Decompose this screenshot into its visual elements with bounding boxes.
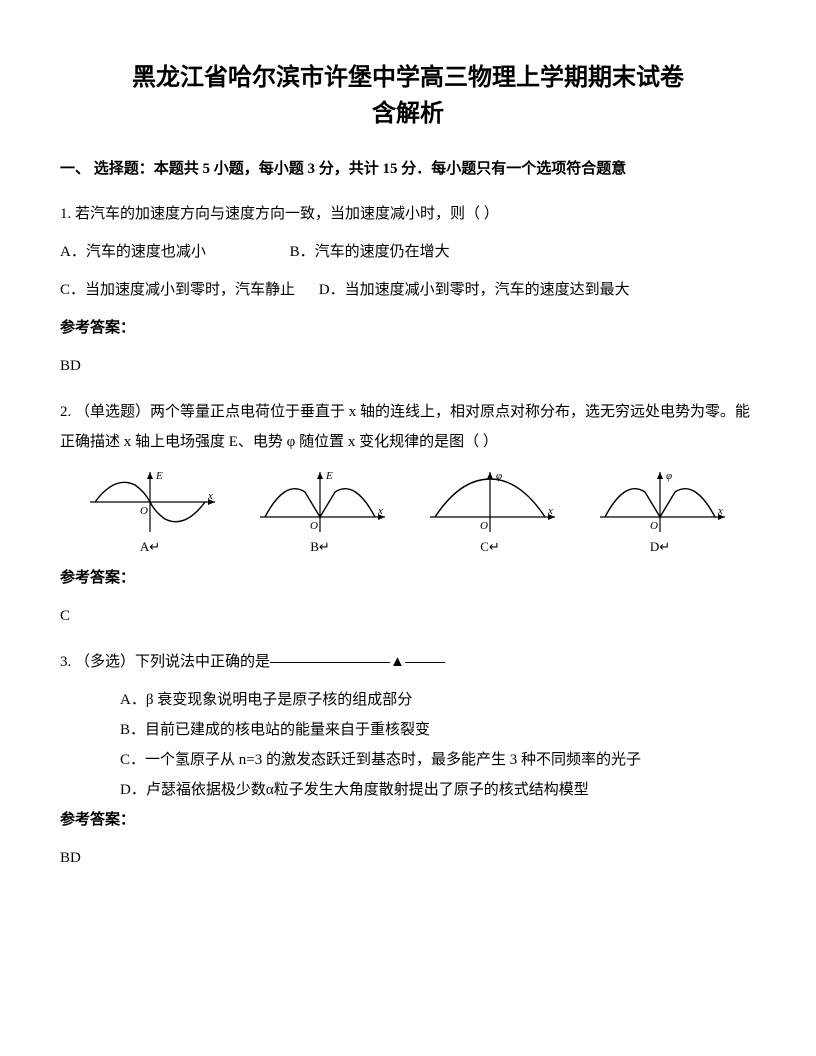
- q1-answer: BD: [60, 351, 756, 381]
- q3-optC: C．一个氢原子从 n=3 的激发态跃迁到基态时，最多能产生 3 种不同频率的光子: [120, 745, 756, 775]
- page-title: 黑龙江省哈尔滨市许堡中学高三物理上学期期末试卷 含解析: [60, 60, 756, 132]
- graph-D-label: D↵: [650, 539, 670, 555]
- graph-C-label: C↵: [480, 539, 500, 555]
- q3-text: 3. （多选）下列说法中正确的是 ▲: [60, 647, 756, 677]
- q3-blank2: [405, 662, 445, 663]
- svg-text:O: O: [140, 505, 148, 517]
- svg-text:φ: φ: [496, 470, 502, 482]
- q3-triangle: ▲: [390, 647, 405, 677]
- svg-text:x: x: [717, 505, 723, 517]
- graph-D: φ x O D↵: [590, 467, 730, 555]
- q1-optD: D．当加速度减小到零时，汽车的速度达到最大: [319, 275, 630, 305]
- svg-text:O: O: [480, 520, 488, 532]
- q1-text: 1. 若汽车的加速度方向与速度方向一致，当加速度减小时，则（ ）: [60, 199, 756, 229]
- graph-B-svg: E x O: [250, 467, 390, 537]
- q1-optA: A．汽车的速度也减小: [60, 237, 206, 267]
- q3-optA: A．β 衰变现象说明电子是原子核的组成部分: [120, 685, 756, 715]
- q3-optB: B．目前已建成的核电站的能量来自于重核裂变: [120, 715, 756, 745]
- q3-options: A．β 衰变现象说明电子是原子核的组成部分 B．目前已建成的核电站的能量来自于重…: [120, 685, 756, 805]
- graph-C: φ x O C↵: [420, 467, 560, 555]
- svg-text:E: E: [155, 470, 163, 482]
- svg-text:φ: φ: [666, 470, 672, 482]
- graph-D-svg: φ x O: [590, 467, 730, 537]
- svg-text:x: x: [207, 490, 213, 502]
- q2-text: 2. （单选题）两个等量正点电荷位于垂直于 x 轴的连线上，相对原点对称分布，选…: [60, 397, 756, 457]
- q3-answer: BD: [60, 843, 756, 873]
- q1-optC: C．当加速度减小到零时，汽车静止: [60, 275, 295, 305]
- svg-text:x: x: [377, 505, 383, 517]
- svg-text:E: E: [325, 470, 333, 482]
- q1-options-row2: C．当加速度减小到零时，汽车静止 D．当加速度减小到零时，汽车的速度达到最大: [60, 275, 756, 305]
- svg-text:x: x: [547, 505, 553, 517]
- q1-answer-label: 参考答案：: [60, 313, 756, 343]
- graph-A: E x O A↵: [80, 467, 220, 555]
- title-line1: 黑龙江省哈尔滨市许堡中学高三物理上学期期末试卷: [60, 60, 756, 96]
- q3-optD: D．卢瑟福依据极少数α粒子发生大角度散射提出了原子的核式结构模型: [120, 775, 756, 805]
- svg-text:O: O: [650, 520, 658, 532]
- graph-B-label: B↵: [310, 539, 330, 555]
- q1-optB: B．汽车的速度仍在增大: [290, 237, 450, 267]
- q3-answer-label: 参考答案：: [60, 805, 756, 835]
- svg-text:O: O: [310, 520, 318, 532]
- section-header: 一、 选择题：本题共 5 小题，每小题 3 分，共计 15 分．每小题只有一个选…: [60, 156, 756, 183]
- q3-prefix: 3. （多选）下列说法中正确的是: [60, 654, 270, 670]
- graph-C-svg: φ x O: [420, 467, 560, 537]
- q2-answer-label: 参考答案：: [60, 563, 756, 593]
- graph-A-svg: E x O: [80, 467, 220, 537]
- title-line2: 含解析: [60, 96, 756, 132]
- graph-A-label: A↵: [140, 539, 160, 555]
- q2-answer: C: [60, 601, 756, 631]
- q3-blank: [270, 662, 390, 663]
- graph-B: E x O B↵: [250, 467, 390, 555]
- graphs-row: E x O A↵ E x O B↵ φ x O C↵: [80, 467, 756, 555]
- q1-options-row1: A．汽车的速度也减小 B．汽车的速度仍在增大: [60, 237, 756, 267]
